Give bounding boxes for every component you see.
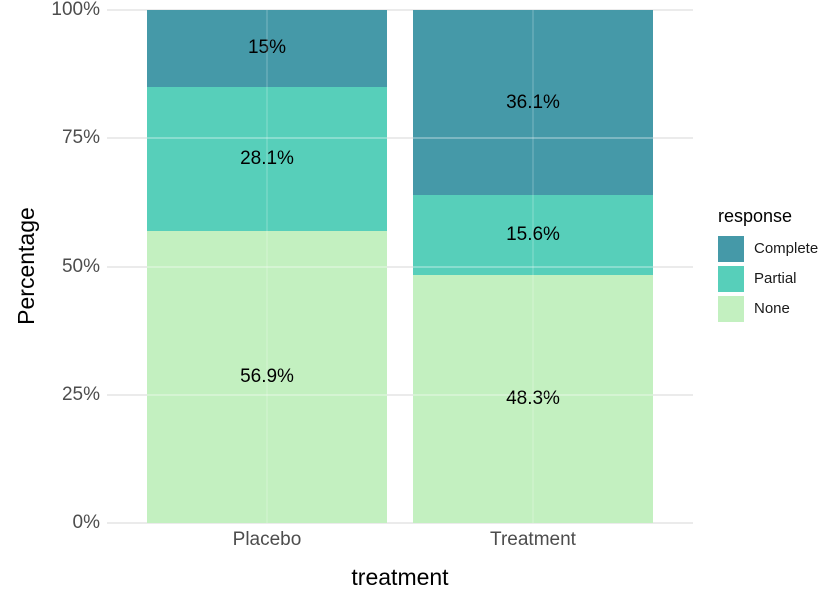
legend-entries: Complete Partial None [718, 236, 818, 322]
x-axis-title: treatment [351, 564, 449, 590]
legend-key-none-swatch [718, 296, 744, 322]
bar-segment-placebo-complete: 15% [147, 10, 387, 87]
gridline-25% [107, 393, 693, 396]
gridline-overlay-vertical [532, 10, 534, 523]
gridline-overlay-vertical [266, 10, 268, 523]
y-tick-label-25%: 25% [61, 383, 100, 405]
legend-entry-none: None [718, 296, 818, 322]
legend: response Complete Partial None [718, 204, 818, 326]
legend-entry-partial: Partial [718, 266, 818, 292]
bar-segment-treatment-complete: 36.1% [413, 10, 653, 196]
bar-segment-placebo-partial: 28.1% [147, 86, 387, 232]
gridline-overlay-horizontal [413, 137, 653, 140]
x-tick-label-placebo: Placebo [232, 529, 302, 550]
gridline-50% [107, 265, 693, 268]
bar-value-label-placebo-none: 56.9% [240, 366, 294, 388]
bar-value-label-treatment-partial: 15.6% [506, 224, 560, 246]
bar-value-label-treatment-complete: 36.1% [506, 91, 560, 113]
bar-segment-treatment-none: 48.3% [413, 275, 653, 523]
bar-segment-treatment-partial: 15.6% [413, 195, 653, 276]
legend-key-complete-swatch [718, 236, 744, 262]
gridline-100% [107, 9, 693, 11]
bar-value-label-placebo-complete: 15% [247, 37, 287, 59]
y-tick-label-75%: 75% [61, 127, 100, 149]
legend-label-none: None [754, 300, 790, 317]
y-tick-label-0%: 0% [72, 512, 100, 533]
bar-value-label-placebo-partial: 28.1% [240, 148, 294, 169]
legend-label-complete: Complete [754, 240, 819, 257]
gridline-overlay-horizontal [413, 393, 653, 396]
gridline-0% [107, 522, 693, 524]
gridline-75% [107, 137, 693, 140]
bar-value-label-treatment-none: 48.3% [506, 388, 560, 410]
bar-segment-placebo-none: 56.9% [147, 231, 387, 523]
gridline-overlay-horizontal [147, 137, 387, 140]
legend-label-partial: Partial [754, 270, 797, 287]
legend-entry-complete: Complete [718, 236, 818, 262]
y-tick-label-50%: 50% [61, 255, 100, 277]
gridline-overlay-horizontal [147, 393, 387, 396]
legend-key-partial-swatch [718, 266, 744, 292]
gridline-overlay-horizontal [147, 265, 387, 268]
y-tick-label-100%: 100% [51, 0, 100, 20]
legend-title: response [718, 206, 793, 226]
x-tick-label-treatment: Treatment [490, 529, 576, 550]
plot-panel: 15% 28.1% 56.9% 36.1% 15.6% 48.3% [107, 9, 693, 524]
gridline-overlay-horizontal [413, 265, 653, 268]
